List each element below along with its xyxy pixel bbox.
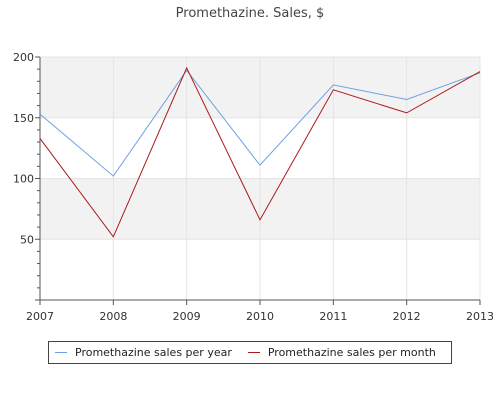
series-line-1 <box>39 69 481 177</box>
legend-label-series-1: Promethazine sales per year <box>75 346 232 359</box>
x-tick-label: 2009 <box>173 310 201 323</box>
x-tick-label: 2010 <box>246 310 274 323</box>
y-tick-label: 50 <box>20 233 34 246</box>
x-tick-label: 2011 <box>319 310 347 323</box>
legend-item-series-1: Promethazine sales per year <box>55 346 232 359</box>
legend-item-series-2: Promethazine sales per month <box>247 346 436 359</box>
legend-swatch-series-2 <box>247 352 260 353</box>
legend-swatch-series-1 <box>55 352 67 353</box>
x-tick-label: 2012 <box>393 310 421 323</box>
series-line-2 <box>39 66 481 238</box>
x-tick-label: 2008 <box>99 310 127 323</box>
y-tick-label: 150 <box>13 112 34 125</box>
y-tick-label: 100 <box>13 173 34 186</box>
y-tick-label: 200 <box>13 51 34 64</box>
chart-title: Promethazine. Sales, $ <box>175 6 325 21</box>
chart-legend: Promethazine sales per year Promethazine… <box>48 341 452 364</box>
legend-label-series-2: Promethazine sales per month <box>267 346 436 359</box>
x-tick-label: 2013 <box>466 310 494 323</box>
x-tick-label: 2007 <box>26 310 54 323</box>
